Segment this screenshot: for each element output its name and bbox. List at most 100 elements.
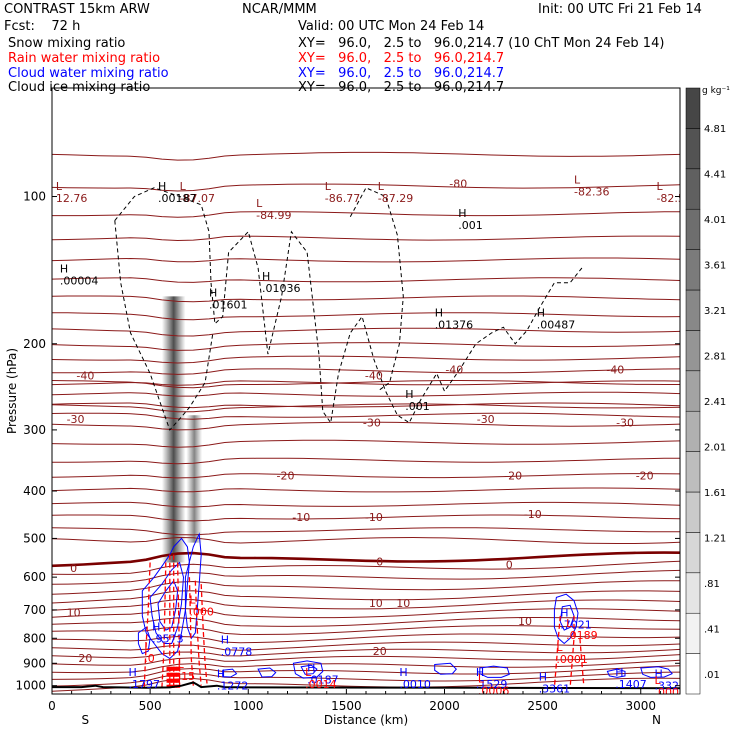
extremum-value: -87.29	[378, 192, 413, 205]
extremum-marker: L.0014	[305, 666, 337, 691]
extremum-letter: H	[152, 621, 160, 634]
extremum-value: -84.99	[256, 209, 291, 222]
extremum-marker: H.3361	[539, 670, 571, 694]
y-tick-label: 100	[23, 190, 46, 204]
extremum-value: .0001	[556, 653, 588, 666]
temperature-contour	[52, 648, 680, 659]
contour-label: -30	[616, 417, 634, 430]
extremum-marker: H.1272	[217, 668, 249, 693]
extremum-letter: H	[458, 207, 466, 220]
contour-label: 20	[78, 652, 92, 665]
contour-label: 0	[376, 556, 383, 569]
extremum-marker: L-87.07	[180, 180, 215, 205]
extremum-letter: L	[178, 658, 185, 671]
colorbar-label: 3.61	[704, 261, 726, 272]
extremum-value: .01601	[209, 298, 248, 311]
extremum-marker: L.0	[144, 640, 155, 665]
field-cloudwater-xy: XY= 96.0, 2.5 to 96.0,214.7	[298, 66, 505, 81]
y-axis-label: Pressure (hPa)	[5, 348, 19, 434]
colorbar-swatch	[685, 572, 701, 614]
temperature-contour	[52, 211, 680, 218]
field-snow-label: Snow mixing ratio	[8, 36, 126, 51]
colorbar-swatch	[685, 330, 701, 372]
colorbar-label: 3.21	[704, 306, 726, 317]
rain-contour	[569, 615, 575, 688]
extremum-marker: H.00187	[158, 180, 197, 205]
temperature-contour	[52, 665, 680, 680]
extremum-letter: H	[129, 666, 137, 679]
south-end-label: S	[82, 713, 90, 727]
cloud-ice-contour	[114, 220, 214, 431]
extremum-letter: H	[537, 307, 545, 320]
temperature-contour	[52, 617, 680, 627]
north-end-label: N	[652, 713, 661, 727]
extremum-letter: H	[560, 606, 568, 619]
cloud-water-contour	[300, 664, 318, 675]
y-tick-label: 200	[23, 337, 46, 351]
contour-label: -30	[67, 413, 85, 426]
temperature-contour	[52, 402, 680, 409]
contour-label: -40	[445, 364, 463, 377]
colorbar-swatch	[685, 370, 701, 412]
colorbar-label: 2.01	[704, 443, 726, 454]
extremum-value: .15	[178, 670, 196, 683]
temperature-contour	[52, 598, 680, 611]
extremum-letter: H	[476, 666, 484, 679]
extremum-letter: H	[654, 668, 662, 681]
cloud-water-contour	[137, 626, 151, 655]
extremum-value: -82.36	[574, 185, 609, 198]
extremum-marker: H.7021	[560, 606, 592, 631]
x-axis-label: Distance (km)	[324, 713, 408, 727]
temperature-contour	[52, 342, 680, 351]
contour-label: -10	[524, 508, 542, 521]
colorbar-swatch	[685, 410, 701, 452]
extremum-marker: L.15	[178, 658, 196, 683]
colorbar-label: .41	[704, 625, 720, 636]
extremum-marker: H.1407	[615, 666, 647, 691]
y-tick-label: 600	[23, 570, 46, 584]
extremum-letter: H	[435, 307, 443, 320]
extremum-value: .00004	[60, 275, 99, 288]
colorbar-swatch	[685, 87, 701, 129]
extremum-marker: H.01376	[435, 307, 474, 332]
terrain-line	[52, 681, 680, 690]
contour-label: 10	[369, 597, 383, 610]
field-rain-xy: XY= 96.0, 2.5 to 96.0,214.7	[298, 51, 505, 66]
cloud-water-contour	[606, 668, 626, 678]
temperature-contour	[52, 151, 680, 161]
temperature-contour	[52, 501, 680, 508]
extremum-value: .0014	[305, 678, 337, 691]
cloud-water-contour	[222, 668, 238, 678]
colorbar-label: 4.41	[704, 170, 726, 181]
temperature-contour	[52, 403, 680, 413]
zero-isotherm	[52, 551, 680, 568]
extremum-value: .0187	[307, 673, 339, 686]
colorbar-swatch	[685, 128, 701, 170]
temperature-contour	[52, 277, 680, 283]
contour-label: -20	[277, 470, 295, 483]
extremum-marker: L-87.29	[378, 180, 413, 205]
extremum-letter: L	[144, 640, 151, 653]
colorbar-swatch	[685, 289, 701, 331]
extremum-letter: L	[656, 180, 663, 193]
colorbar-label: 2.41	[704, 397, 726, 408]
contour-label: -40	[365, 369, 383, 382]
temperature-contour	[52, 625, 680, 636]
extremum-value: .0	[144, 652, 155, 665]
extremum-letter: H	[158, 180, 166, 193]
extremum-letter: H	[262, 270, 270, 283]
extremum-value: .1407	[615, 678, 647, 691]
temperature-contour	[52, 514, 680, 522]
extremum-value: -82.53	[656, 192, 691, 205]
extremum-marker: H.00004	[60, 263, 99, 288]
extremum-letter: L	[378, 180, 385, 193]
rain-contour	[188, 577, 194, 686]
field-cloudwater-label: Cloud water mixing ratio	[8, 66, 169, 81]
extremum-letter: H	[405, 388, 413, 401]
valid-time: Valid: 00 UTC Mon 24 Feb 14	[298, 19, 485, 34]
cloud-water-contour	[292, 660, 324, 679]
temperature-contour	[52, 183, 680, 192]
rain-contour	[161, 562, 167, 688]
rain-contour	[200, 584, 208, 684]
extremum-value: .3329	[654, 680, 686, 693]
